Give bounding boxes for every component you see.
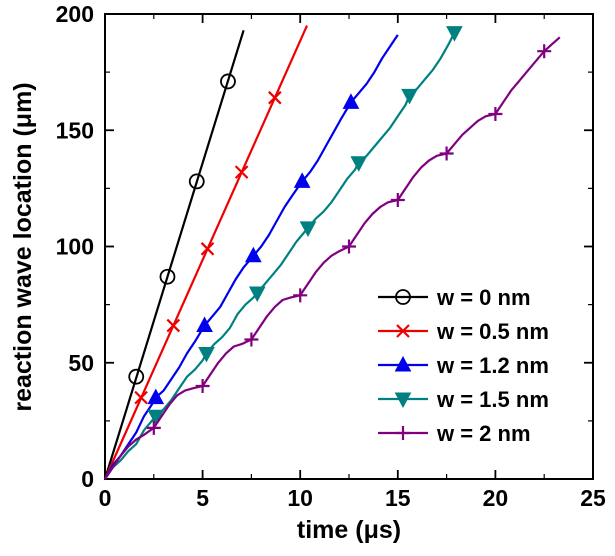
series-line-w-0.5-nm <box>103 25 309 480</box>
marker-plus-icon <box>342 239 356 254</box>
marker-circle-open-icon <box>159 268 176 285</box>
x-tick-label: 15 <box>385 485 411 511</box>
marker-triangle-up-icon <box>342 93 360 109</box>
marker-triangle-down-icon <box>350 156 368 172</box>
y-tick-label: 100 <box>56 234 94 260</box>
legend-label: w = 0.5 nm <box>436 319 549 344</box>
x-tick-label: 20 <box>483 485 509 511</box>
marker-triangle-down-icon <box>248 286 266 303</box>
marker-triangle-down-icon <box>394 392 412 409</box>
marker-triangle-up-icon <box>196 316 213 333</box>
x-tick-label: 25 <box>580 485 606 511</box>
marker-x-icon <box>396 324 410 338</box>
marker-triangle-up-icon <box>245 246 262 263</box>
marker-triangle-up-icon <box>147 388 165 405</box>
marker-x-icon <box>166 318 181 333</box>
marker-circle-open-icon <box>188 173 205 190</box>
marker-triangle-down-icon <box>299 221 317 237</box>
legend-label: w = 0 nm <box>436 285 531 310</box>
legend-label: w = 1.5 nm <box>436 387 549 412</box>
x-tick-label: 0 <box>99 485 112 511</box>
y-tick-label: 0 <box>81 466 94 492</box>
x-tick-label: 5 <box>196 485 209 511</box>
marker-plus-icon <box>195 379 210 393</box>
legend-label: w = 2 nm <box>436 421 531 446</box>
marker-circle-open-icon <box>128 368 145 385</box>
marker-triangle-up-icon <box>293 172 311 188</box>
y-tick-label: 200 <box>56 1 94 27</box>
marker-plus-icon <box>390 193 405 207</box>
marker-x-icon <box>200 242 215 256</box>
marker-circle-open-icon <box>395 289 411 305</box>
y-tick-label: 50 <box>68 350 94 376</box>
series-line-w-0-nm <box>103 29 245 480</box>
marker-plus-icon <box>293 288 308 303</box>
x-tick-label: 10 <box>287 485 313 511</box>
marker-triangle-up-icon <box>394 355 412 372</box>
y-tick-label: 150 <box>56 117 94 143</box>
marker-triangle-down-icon <box>401 88 418 105</box>
marker-plus-icon <box>146 420 161 435</box>
marker-triangle-down-icon <box>147 409 165 426</box>
marker-plus-icon <box>537 44 552 59</box>
marker-x-icon <box>134 390 148 405</box>
marker-triangle-down-icon <box>198 346 215 363</box>
marker-x-icon <box>234 165 249 179</box>
marker-triangle-down-icon <box>446 26 463 42</box>
marker-plus-icon <box>488 106 503 121</box>
marker-plus-icon <box>244 332 259 347</box>
series-line-w-2-nm <box>104 36 561 480</box>
series-line-w-1.5-nm <box>104 32 456 480</box>
marker-circle-open-icon <box>220 73 236 90</box>
marker-plus-icon <box>439 146 454 161</box>
marker-x-icon <box>268 90 282 105</box>
legend-label: w = 1.2 nm <box>436 353 549 378</box>
marker-plus-icon <box>396 426 410 440</box>
